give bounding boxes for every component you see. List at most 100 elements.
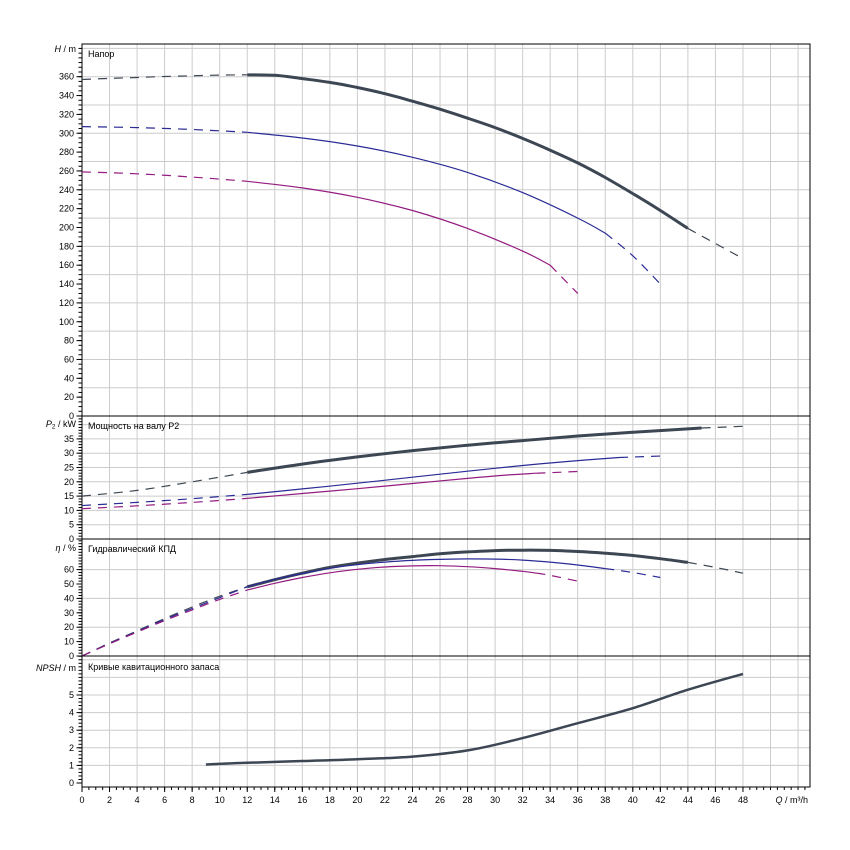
panel-efficiency-y-tick-label: 10: [64, 637, 74, 647]
power-curve-1: [81, 425, 743, 497]
power-curve-3-dashed: [81, 497, 248, 510]
panel-power: 0 5 10 15 20 25 30 35 P2​ / kW Мощность на валу P…: [46, 415, 811, 544]
panel-npsh-y-tick-label: 0: [69, 778, 74, 788]
panel-npsh-y-tick-label: 4: [69, 708, 74, 718]
panel-power-y-tick-label: 0: [69, 534, 74, 544]
head-curve-1-dashed: [687, 227, 744, 260]
panel-head-y-tick-label: 240: [59, 185, 74, 195]
panel-efficiency-grid: [82, 539, 810, 656]
panel-head-y-tick-label: 80: [64, 336, 74, 346]
power-curve-3-solid: [247, 472, 537, 499]
panel-head-y-tick-label: 40: [64, 373, 74, 383]
power-curve-1-dashed: [81, 471, 248, 497]
panel-efficiency-title: Гидравлический КПД: [88, 544, 176, 554]
panel-npsh-y-ticks: [76, 655, 82, 784]
head-curve-3-dashed: [81, 171, 248, 182]
panel-npsh-grid: [82, 656, 810, 787]
panel-head: 0 20 40 60 80 100 120 140 160 180 200 220 240 260 280 3…: [55, 43, 811, 421]
head-curve-3: [81, 171, 579, 294]
panel-npsh: 0 1 2 3 4 5 NPSH / m Кривые кавитационного запа…: [36, 655, 811, 788]
x-tick-label: 24: [407, 795, 417, 805]
x-tick-label: 46: [710, 795, 720, 805]
x-tick-label: 14: [270, 795, 280, 805]
panel-head-y-tick-label: 200: [59, 223, 74, 233]
panel-head-y-tick-label: 220: [59, 204, 74, 214]
efficiency-curve-1-dashed: [687, 561, 744, 574]
panel-head-y-tick-label: 360: [59, 72, 74, 82]
panel-efficiency-frame: [81, 538, 811, 657]
panel-efficiency-y-tick-label: 30: [64, 608, 74, 618]
panel-head-y-tick-label: 340: [59, 91, 74, 101]
x-tick-label: 36: [573, 795, 583, 805]
panel-head-y-tick-label: 180: [59, 241, 74, 251]
panel-head-y-tick-label: 100: [59, 317, 74, 327]
head-curve-1-solid: [247, 73, 689, 230]
efficiency-curve-3-dashed: [81, 589, 248, 657]
panel-head-y-tick-label: 0: [69, 411, 74, 421]
panel-npsh-frame: [81, 655, 811, 788]
panel-power-axis-unit: P2​ / kW: [46, 419, 77, 431]
panel-efficiency: 0 10 20 30 40 50 60 η / % Гидравлический КПД: [55, 538, 811, 661]
head-curve-2-dashed: [81, 126, 248, 133]
head-curve-1-dashed: [81, 74, 248, 81]
panel-efficiency-y-tick-label: 20: [64, 622, 74, 632]
x-tick-label: 44: [683, 795, 693, 805]
x-tick-label: 40: [628, 795, 638, 805]
panel-power-y-ticks: [76, 415, 82, 540]
x-tick-label: 16: [297, 795, 307, 805]
x-tick-label: 6: [162, 795, 167, 805]
panel-head-y-tick-label: 300: [59, 128, 74, 138]
x-tick-label: 28: [463, 795, 473, 805]
x-tick-label: 30: [490, 795, 500, 805]
x-tick-label: 38: [600, 795, 610, 805]
panel-head-axis-unit: H / m: [55, 44, 77, 54]
panel-head-y-ticks: [76, 47, 82, 417]
panel-npsh-y-tick-label: 5: [69, 690, 74, 700]
efficiency-curve-3: [81, 565, 578, 657]
panel-npsh-title: Кривые кавитационного запаса: [88, 662, 219, 672]
x-tick-label: 20: [352, 795, 362, 805]
efficiency-curve-2: [81, 558, 661, 657]
panel-efficiency-y-tick-label: 40: [64, 593, 74, 603]
panel-npsh-y-tick-label: 1: [69, 760, 74, 770]
panel-power-y-tick-label: 20: [64, 477, 74, 487]
panel-efficiency-y-tick-label: 60: [64, 565, 74, 575]
x-tick-label: 48: [738, 795, 748, 805]
npsh-curve-1-solid: [205, 672, 744, 766]
head-curve-3-solid: [247, 180, 551, 266]
panel-head-frame: [81, 43, 811, 417]
panel-head-y-tick-label: 140: [59, 279, 74, 289]
head-curve-2-solid: [247, 131, 606, 234]
efficiency-curve-2-dashed: [81, 586, 248, 657]
panel-head-title: Напор: [88, 49, 114, 59]
efficiency-curve-1-solid: [246, 548, 689, 589]
x-tick-label: 10: [215, 795, 225, 805]
x-axis-unit: Q / m³/h: [775, 795, 808, 805]
x-tick-label: 2: [107, 795, 112, 805]
panel-power-y-tick-label: 30: [64, 448, 74, 458]
x-tick-label: 18: [325, 795, 335, 805]
panel-power-y-tick-label: 35: [64, 434, 74, 444]
panel-efficiency-y-tick-label: 0: [69, 651, 74, 661]
panel-power-title: Мощность на валу P2: [88, 421, 179, 431]
panel-efficiency-y-tick-label: 50: [64, 579, 74, 589]
x-tick-label: 8: [190, 795, 195, 805]
panel-head-y-tick-label: 320: [59, 109, 74, 119]
panel-head-y-tick-label: 260: [59, 166, 74, 176]
efficiency-curve-1-dashed: [81, 586, 248, 657]
panel-efficiency-y-ticks: [76, 540, 82, 657]
panel-power-y-tick-label: 10: [64, 505, 74, 515]
x-tick-label: 42: [655, 795, 665, 805]
power-curve-3: [81, 470, 578, 510]
efficiency-curve-3-dashed: [536, 572, 578, 582]
x-axis: 0 2 4 6 8 10 12 14 16 18 20 22 24 26 28 30 32 34 36 38 40 42 4…: [79, 787, 808, 805]
head-curve-3-dashed: [549, 264, 579, 294]
panel-npsh-y-tick-label: 2: [69, 743, 74, 753]
head-curve-1: [81, 73, 744, 260]
power-curve-1-dashed: [701, 425, 743, 429]
power-curve-2-solid: [247, 456, 620, 495]
panel-npsh-axis-unit: NPSH / m: [36, 663, 76, 673]
x-tick-label: 0: [79, 795, 84, 805]
